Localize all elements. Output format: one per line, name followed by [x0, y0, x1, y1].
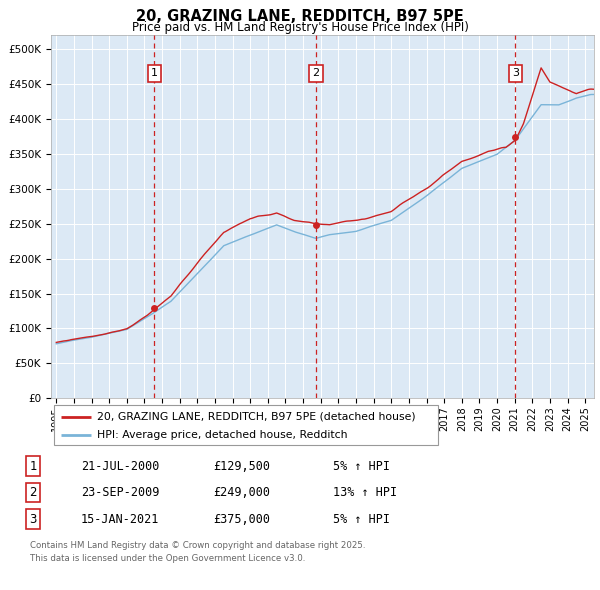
Text: 13% ↑ HPI: 13% ↑ HPI	[333, 486, 397, 499]
Text: 21-JUL-2000: 21-JUL-2000	[81, 460, 160, 473]
Text: 1: 1	[151, 68, 158, 78]
Text: 15-JAN-2021: 15-JAN-2021	[81, 513, 160, 526]
Text: This data is licensed under the Open Government Licence v3.0.: This data is licensed under the Open Gov…	[30, 555, 305, 563]
Text: £129,500: £129,500	[213, 460, 270, 473]
Text: 5% ↑ HPI: 5% ↑ HPI	[333, 513, 390, 526]
Text: Contains HM Land Registry data © Crown copyright and database right 2025.: Contains HM Land Registry data © Crown c…	[30, 541, 365, 550]
Text: 5% ↑ HPI: 5% ↑ HPI	[333, 460, 390, 473]
Text: 20, GRAZING LANE, REDDITCH, B97 5PE: 20, GRAZING LANE, REDDITCH, B97 5PE	[136, 9, 464, 24]
Text: £375,000: £375,000	[213, 513, 270, 526]
Text: 2: 2	[29, 486, 37, 499]
Text: 2: 2	[313, 68, 320, 78]
Text: Price paid vs. HM Land Registry's House Price Index (HPI): Price paid vs. HM Land Registry's House …	[131, 21, 469, 34]
Text: 23-SEP-2009: 23-SEP-2009	[81, 486, 160, 499]
Text: 1: 1	[29, 460, 37, 473]
Text: 20, GRAZING LANE, REDDITCH, B97 5PE (detached house): 20, GRAZING LANE, REDDITCH, B97 5PE (det…	[97, 412, 416, 422]
Text: £249,000: £249,000	[213, 486, 270, 499]
Text: 3: 3	[512, 68, 519, 78]
Text: HPI: Average price, detached house, Redditch: HPI: Average price, detached house, Redd…	[97, 431, 348, 440]
Text: 3: 3	[29, 513, 37, 526]
